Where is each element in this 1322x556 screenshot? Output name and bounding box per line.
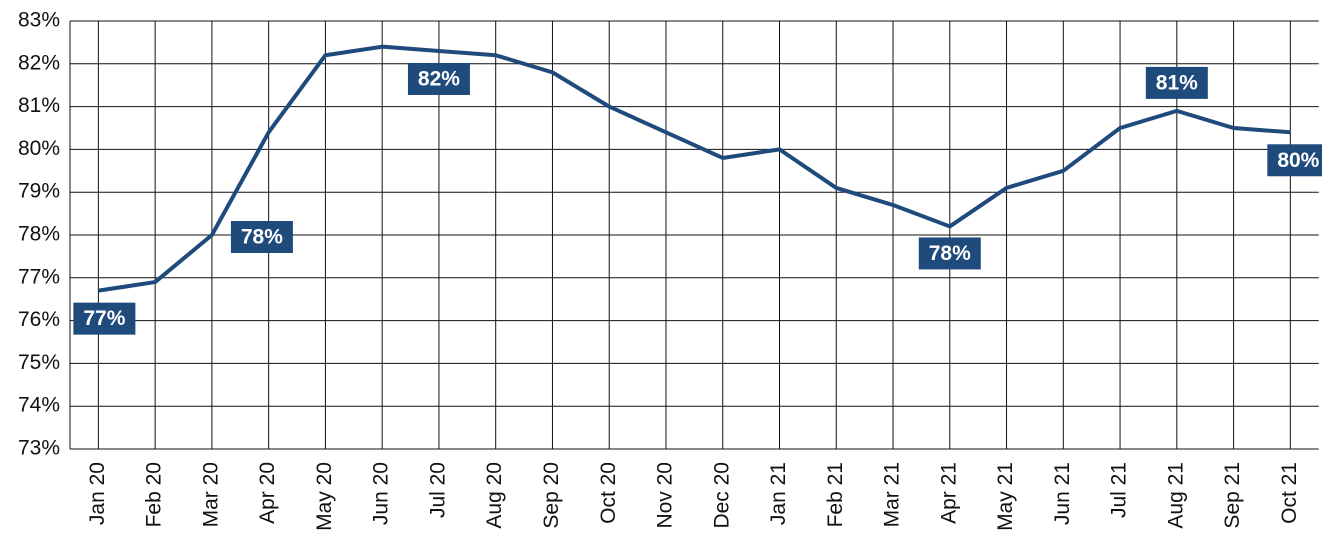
data-label: 77% [73,302,136,335]
label-box [407,62,470,95]
y-tick-label: 79% [18,180,60,203]
data-label-text: 77% [83,307,125,330]
y-tick-label: 78% [18,223,60,246]
y-tick-label: 75% [18,351,60,374]
x-tick-label: Oct 20 [597,462,620,524]
x-tick-label: Sep 20 [540,462,563,529]
x-tick-label: Mar 20 [199,462,222,527]
label-box [1267,144,1322,177]
x-tick-label: Jan 20 [86,462,109,525]
x-tick-label: Dec 20 [710,462,733,529]
data-label: 81% [1145,66,1208,99]
x-tick-label: May 21 [994,462,1017,531]
x-tick-label: May 20 [313,462,336,531]
x-tick-label: Oct 21 [1278,462,1301,524]
data-label: 80% [1267,144,1322,177]
data-label: 82% [407,62,470,95]
label-box [230,221,293,253]
x-tick-label: Feb 21 [824,462,847,527]
y-tick-label: 80% [18,137,60,160]
x-tick-label: Aug 21 [1164,462,1187,529]
x-tick-label: Jan 21 [767,462,790,525]
label-box [1145,66,1208,99]
x-tick-label: Feb 20 [143,462,166,527]
line [98,44,1291,293]
data-label-text: 78% [241,226,283,249]
data-label-text: 80% [1277,149,1319,172]
x-tick-label: Jul 21 [1108,462,1131,518]
y-tick-label: 82% [18,51,60,74]
x-tick-label: Nov 20 [654,462,677,529]
label-box [918,237,981,270]
x-tick-label: Sep 21 [1221,462,1244,529]
data-label-text: 81% [1156,71,1198,94]
data-label: 78% [230,221,293,253]
y-tick-label: 77% [18,265,60,288]
data-label: 78% [918,237,981,270]
y-tick-label: 81% [18,94,60,117]
data-label-text: 78% [929,242,971,265]
x-tick-label: Jun 21 [1051,462,1074,525]
x-tick-label: Mar 21 [881,462,904,527]
label-box [73,302,136,335]
y-tick-label: 73% [18,437,60,460]
x-tick-label: Apr 21 [937,462,960,524]
x-tick-label: Apr 20 [256,462,279,524]
y-tick-label: 83% [18,9,60,32]
data-label-text: 82% [418,68,460,91]
x-tick-label: Aug 20 [483,462,506,529]
x-tick-label: Jun 20 [370,462,393,525]
x-tick-label: Jul 20 [426,462,449,518]
y-tick-label: 76% [18,308,60,331]
y-tick-label: 74% [18,394,60,417]
